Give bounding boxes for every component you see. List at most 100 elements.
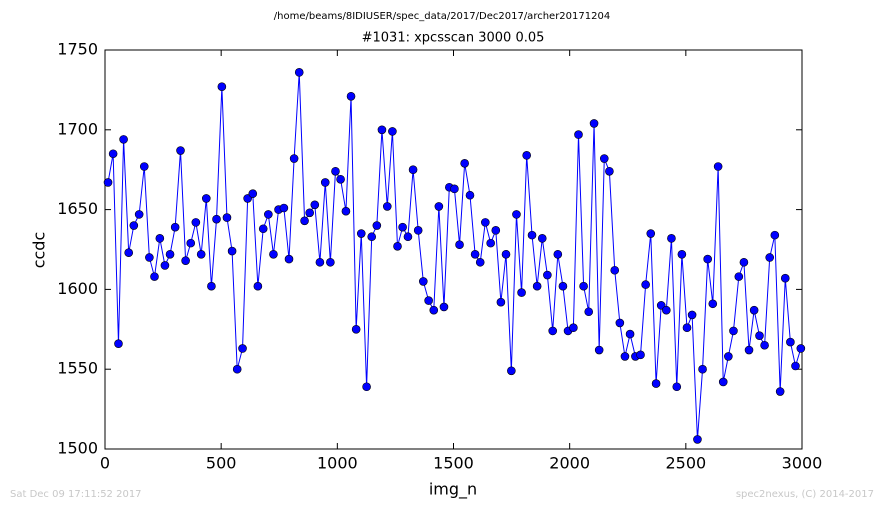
data-point <box>119 135 128 144</box>
data-point <box>450 184 459 194</box>
data-point <box>258 224 268 234</box>
data-point <box>589 119 599 128</box>
data-point <box>749 305 759 315</box>
data-point <box>155 234 165 243</box>
data-point <box>662 305 671 315</box>
y-tick-label: 1600 <box>57 279 98 298</box>
data-point <box>289 154 299 163</box>
footer-right: spec2nexus, (C) 2014-2017 <box>736 489 874 500</box>
data-point <box>181 256 190 265</box>
data-point <box>481 218 490 227</box>
data-point <box>693 435 702 444</box>
data-point <box>382 202 392 211</box>
data-point <box>724 352 733 361</box>
data-point <box>780 273 790 283</box>
data-point <box>470 249 480 259</box>
data-point <box>124 248 133 257</box>
data-point <box>253 281 263 291</box>
data-point <box>434 202 444 211</box>
data-point <box>346 91 356 101</box>
data-point <box>677 249 687 259</box>
data-point <box>305 208 314 218</box>
data-point <box>439 302 449 312</box>
data-point <box>351 324 361 334</box>
data-point <box>486 238 495 248</box>
data-point <box>367 232 377 242</box>
y-tick-label: 1650 <box>57 199 98 218</box>
data-point <box>320 178 330 187</box>
data-point <box>584 307 594 317</box>
data-point <box>418 277 428 286</box>
data-point <box>687 310 697 320</box>
data-point <box>527 230 537 240</box>
data-point <box>398 222 407 232</box>
data-point <box>341 206 351 216</box>
data-point <box>512 210 521 219</box>
data-point <box>496 297 506 307</box>
x-tick-label: 1500 <box>433 454 474 473</box>
y-tick-label: 1550 <box>57 359 98 378</box>
data-point <box>336 174 345 184</box>
data-point <box>222 213 232 222</box>
data-point <box>770 230 780 240</box>
chart-title: #1031: xpcsscan 3000 0.05 <box>362 31 545 46</box>
data-point <box>191 218 201 227</box>
x-tick-label: 3000 <box>782 454 823 473</box>
data-point <box>698 364 707 374</box>
data-point <box>558 281 568 291</box>
data-point <box>413 226 423 235</box>
x-tick-label: 500 <box>206 454 237 473</box>
data-point <box>393 242 402 251</box>
data-point <box>227 246 237 256</box>
data-point <box>465 190 475 200</box>
data-point <box>615 318 625 328</box>
data-point <box>238 344 247 353</box>
data-point <box>791 361 800 371</box>
data-point <box>625 329 635 339</box>
data-point <box>294 68 304 77</box>
data-point <box>362 382 371 392</box>
data-point <box>501 249 511 259</box>
data-point <box>186 238 196 248</box>
data-point <box>708 299 718 309</box>
data-point <box>408 165 418 174</box>
data-point <box>734 272 744 281</box>
data-point <box>388 127 397 136</box>
data-point <box>739 257 749 267</box>
data-line <box>107 72 802 440</box>
data-point <box>610 265 620 275</box>
data-point <box>703 254 712 264</box>
data-point <box>176 146 185 155</box>
data-point <box>491 226 501 235</box>
data-point <box>517 288 526 297</box>
data-point <box>620 352 630 361</box>
data-point <box>755 331 764 340</box>
x-tick-label: 2500 <box>665 454 706 473</box>
x-tick-label: 0 <box>100 454 110 473</box>
data-point <box>579 281 588 291</box>
data-point <box>269 249 278 259</box>
data-point <box>279 203 289 213</box>
data-point <box>646 229 656 238</box>
data-point <box>429 305 439 315</box>
data-point <box>103 178 113 187</box>
data-point <box>201 194 211 203</box>
data-point <box>248 189 258 198</box>
data-point <box>651 379 661 388</box>
data-point <box>150 272 159 281</box>
data-point <box>729 326 738 336</box>
data-point <box>569 323 578 333</box>
data-point <box>713 162 723 171</box>
data-point <box>532 281 542 291</box>
data-point <box>475 257 485 267</box>
data-point <box>114 339 123 348</box>
data-point <box>207 281 216 291</box>
data-point <box>594 345 604 355</box>
data-point <box>765 253 775 262</box>
data-point <box>372 221 382 230</box>
data-point <box>284 254 294 264</box>
data-point <box>356 229 366 238</box>
data-point <box>507 366 516 376</box>
data-point <box>522 151 531 160</box>
